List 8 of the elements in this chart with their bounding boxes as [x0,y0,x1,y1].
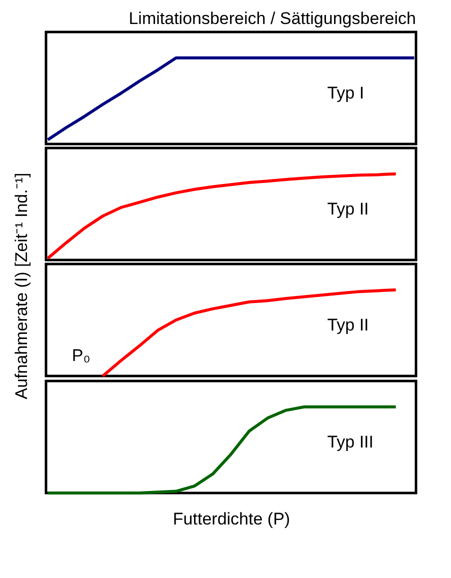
chart-title: Limitationsbereich / Sättigungsbereich [128,9,416,28]
annotation: P₀ [72,346,90,365]
annotation: Typ I [327,84,364,103]
annotation: Typ II [327,200,369,219]
y-axis-title: Aufnahmerate (I) [Zeit⁻¹ Ind.⁻¹] [12,172,31,400]
x-axis-title: Futterdichte (P) [172,510,290,528]
annotation: Typ III [327,432,374,452]
annotation: Typ II [327,316,369,335]
